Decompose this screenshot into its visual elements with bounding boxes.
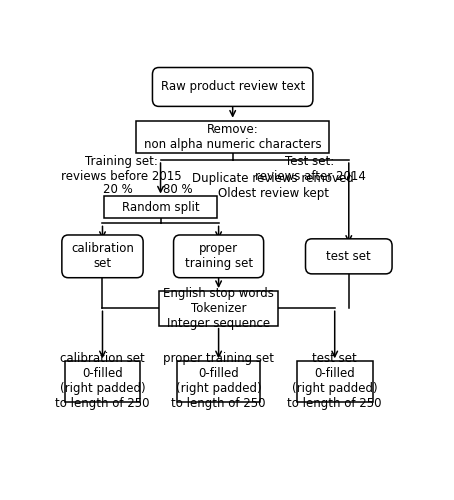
FancyBboxPatch shape bbox=[64, 362, 140, 402]
Text: Remove:
non alpha numeric characters: Remove: non alpha numeric characters bbox=[144, 123, 321, 151]
Text: 80 %: 80 % bbox=[163, 183, 193, 196]
FancyBboxPatch shape bbox=[104, 196, 217, 218]
FancyBboxPatch shape bbox=[306, 239, 392, 274]
FancyBboxPatch shape bbox=[297, 362, 373, 402]
Text: Raw product review text: Raw product review text bbox=[161, 80, 305, 94]
Text: English stop words
Tokenizer
Integer sequence: English stop words Tokenizer Integer seq… bbox=[163, 287, 274, 330]
Text: proper
training set: proper training set bbox=[184, 242, 253, 270]
FancyBboxPatch shape bbox=[136, 120, 330, 154]
Text: calibration set
0-filled
(right padded)
to length of 250: calibration set 0-filled (right padded) … bbox=[55, 352, 150, 410]
FancyBboxPatch shape bbox=[159, 291, 278, 326]
FancyBboxPatch shape bbox=[177, 362, 260, 402]
Text: proper training set
0-filled
(right padded)
to length of 250: proper training set 0-filled (right padd… bbox=[163, 352, 274, 410]
Text: 20 %: 20 % bbox=[104, 183, 133, 196]
FancyBboxPatch shape bbox=[153, 68, 313, 106]
Text: Random split: Random split bbox=[122, 200, 199, 213]
Text: Test set:
reviews after 2014: Test set: reviews after 2014 bbox=[255, 154, 365, 182]
FancyBboxPatch shape bbox=[173, 235, 264, 278]
FancyBboxPatch shape bbox=[62, 235, 143, 278]
Text: Training set:
reviews before 2015: Training set: reviews before 2015 bbox=[61, 154, 182, 182]
Text: Duplicate reviews removed
Oldest review kept: Duplicate reviews removed Oldest review … bbox=[192, 172, 354, 201]
Text: calibration
set: calibration set bbox=[71, 242, 134, 270]
Text: test set: test set bbox=[326, 250, 371, 263]
Text: test set
0-filled
(right padded)
to length of 250: test set 0-filled (right padded) to leng… bbox=[287, 352, 382, 410]
